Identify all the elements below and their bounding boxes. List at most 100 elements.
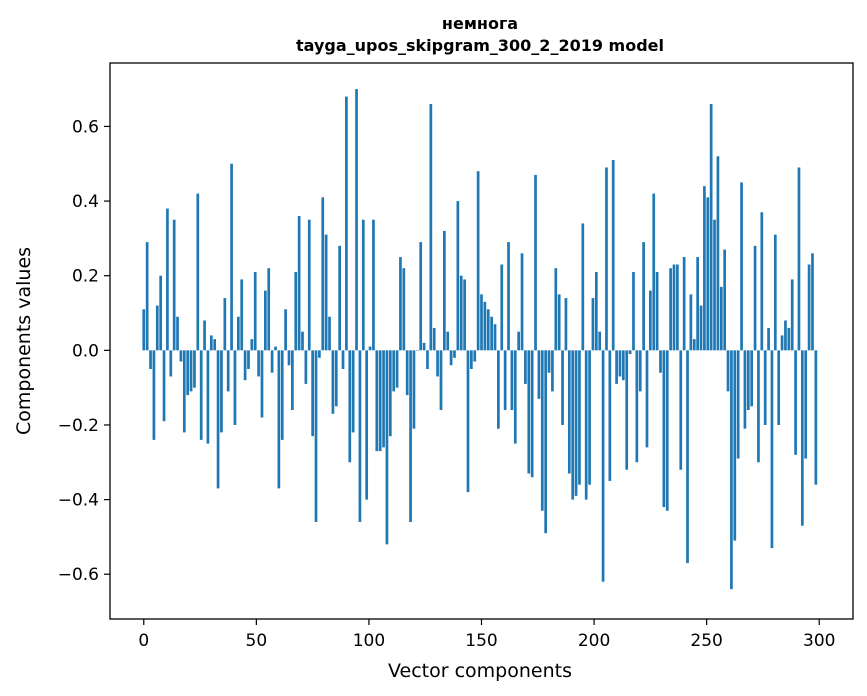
bar bbox=[142, 309, 146, 351]
bar bbox=[534, 174, 537, 351]
bar bbox=[236, 316, 240, 351]
bar bbox=[449, 350, 453, 366]
bar bbox=[280, 350, 284, 440]
bar bbox=[760, 212, 764, 351]
bar bbox=[226, 350, 230, 392]
bar bbox=[361, 219, 365, 351]
bar bbox=[814, 350, 818, 485]
bar bbox=[476, 171, 480, 351]
bar bbox=[388, 350, 392, 437]
bar bbox=[500, 264, 504, 351]
bar bbox=[402, 268, 406, 351]
bar bbox=[784, 320, 787, 351]
bar bbox=[554, 268, 558, 351]
bar bbox=[297, 215, 301, 351]
bar bbox=[365, 350, 369, 500]
bar bbox=[341, 350, 345, 369]
bar bbox=[429, 104, 433, 351]
bar bbox=[723, 249, 727, 351]
bar bbox=[780, 335, 784, 351]
bar bbox=[513, 350, 517, 444]
bar bbox=[615, 350, 618, 384]
bar bbox=[628, 350, 632, 355]
bar bbox=[591, 298, 595, 351]
bar bbox=[155, 305, 159, 351]
bar bbox=[618, 350, 622, 377]
x-tick-label: 50 bbox=[246, 631, 268, 651]
bar bbox=[172, 219, 176, 351]
bar bbox=[166, 208, 169, 351]
bar bbox=[767, 327, 770, 351]
bar bbox=[456, 201, 460, 351]
bar bbox=[706, 197, 710, 351]
bar bbox=[696, 257, 699, 351]
bar bbox=[443, 230, 446, 351]
bar bbox=[378, 350, 382, 452]
bar bbox=[426, 350, 429, 369]
y-axis-label: Components values bbox=[13, 247, 35, 435]
bar bbox=[470, 350, 473, 369]
bar bbox=[490, 316, 493, 351]
bar bbox=[581, 223, 585, 351]
bar bbox=[314, 350, 318, 522]
y-tick-label: 0.4 bbox=[72, 192, 99, 212]
bar bbox=[493, 324, 497, 351]
bar bbox=[635, 350, 639, 463]
bar bbox=[253, 271, 257, 351]
bar bbox=[797, 167, 801, 351]
bar bbox=[662, 350, 666, 508]
bar bbox=[348, 350, 352, 463]
plot-frame bbox=[109, 62, 854, 620]
bar bbox=[753, 245, 757, 351]
bar bbox=[689, 294, 693, 351]
bar bbox=[399, 257, 402, 351]
bar bbox=[679, 350, 683, 470]
chart-title-line-1: немнога bbox=[442, 14, 518, 33]
bar bbox=[459, 275, 463, 351]
bar bbox=[632, 271, 635, 351]
bar bbox=[659, 350, 662, 373]
bar bbox=[709, 104, 713, 351]
bar bbox=[250, 339, 254, 351]
bar bbox=[804, 350, 808, 459]
bar bbox=[686, 350, 689, 564]
bar bbox=[149, 350, 152, 369]
bar bbox=[669, 268, 672, 351]
bar bbox=[182, 350, 186, 433]
bar bbox=[267, 268, 271, 351]
bar bbox=[611, 160, 615, 351]
bar bbox=[385, 350, 389, 545]
bar bbox=[351, 350, 355, 433]
bar bbox=[439, 350, 443, 411]
bar bbox=[719, 286, 723, 351]
bar bbox=[645, 350, 649, 448]
chart-title-line-2: tayga_upos_skipgram_300_2_2019 model bbox=[296, 36, 664, 55]
bar bbox=[179, 350, 183, 362]
bar bbox=[264, 290, 267, 351]
bar bbox=[652, 193, 656, 351]
bar bbox=[321, 197, 325, 351]
bar bbox=[794, 350, 797, 455]
bar bbox=[547, 350, 551, 373]
bar bbox=[740, 182, 743, 351]
bar bbox=[483, 301, 487, 351]
bar bbox=[608, 350, 612, 481]
bar bbox=[621, 350, 625, 381]
bar bbox=[145, 242, 149, 351]
bar bbox=[773, 234, 777, 351]
bar bbox=[186, 350, 190, 396]
bar bbox=[716, 156, 720, 351]
bar bbox=[324, 234, 328, 351]
bar bbox=[507, 242, 510, 351]
bar bbox=[463, 279, 466, 351]
bar bbox=[510, 350, 514, 411]
bar bbox=[537, 350, 541, 399]
bar bbox=[199, 350, 203, 440]
bar bbox=[223, 298, 227, 351]
bar bbox=[665, 350, 669, 511]
bar bbox=[649, 290, 652, 351]
bar bbox=[372, 219, 375, 351]
bar bbox=[247, 350, 250, 369]
bar bbox=[453, 350, 456, 358]
y-tick-label: −0.6 bbox=[58, 565, 99, 585]
